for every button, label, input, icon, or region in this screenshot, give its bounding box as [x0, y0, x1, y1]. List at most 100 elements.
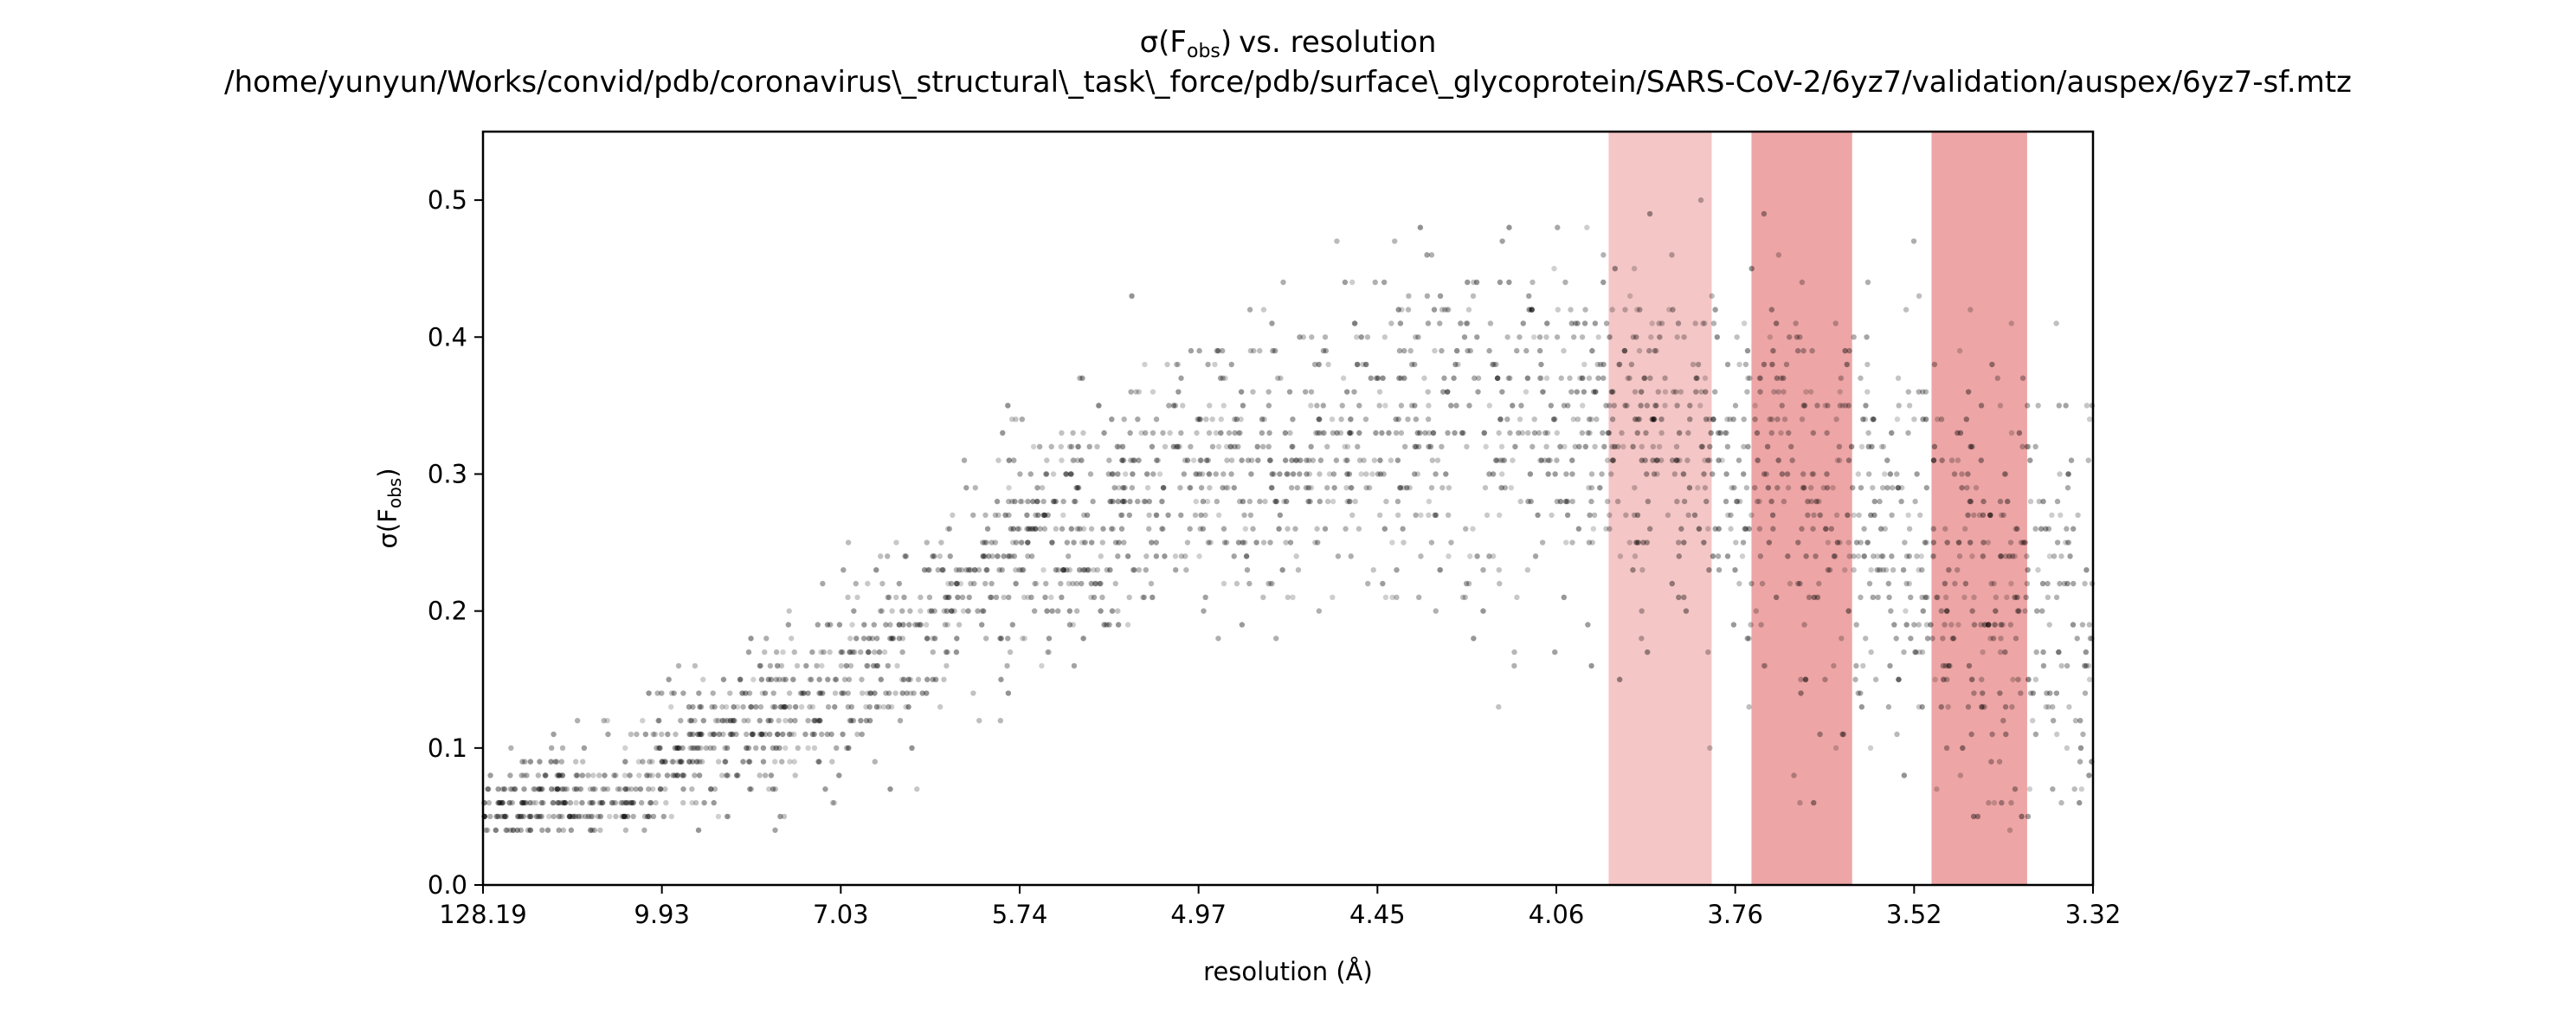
data-point [775, 731, 781, 738]
data-point [2045, 526, 2052, 532]
data-point [700, 676, 706, 682]
data-point [722, 759, 728, 765]
data-point [727, 717, 734, 724]
data-point [1935, 594, 1941, 601]
data-point [532, 786, 538, 792]
data-point [521, 799, 527, 806]
data-point [905, 676, 911, 682]
data-point [1631, 265, 1638, 272]
data-point [1270, 347, 1276, 354]
data-point [1433, 471, 1439, 477]
data-point [1497, 416, 1504, 423]
data-point [774, 662, 781, 669]
data-point [940, 566, 946, 573]
data-point [722, 759, 729, 765]
data-point [2001, 471, 2008, 477]
data-point [1858, 443, 1865, 450]
data-point [1059, 429, 1065, 436]
data-point [1794, 580, 1801, 587]
data-point [1980, 690, 1986, 696]
data-point [678, 717, 684, 724]
data-point [1239, 457, 1245, 463]
data-point [2033, 649, 2039, 656]
data-point [509, 786, 515, 792]
data-point [1693, 375, 1699, 381]
data-point [1460, 429, 1466, 436]
data-point [1445, 429, 1451, 436]
data-point [1766, 539, 1773, 546]
data-point [557, 772, 564, 778]
data-point [2002, 649, 2008, 656]
data-point [556, 827, 562, 833]
data-point [1837, 539, 1843, 546]
data-point [1214, 347, 1220, 354]
data-point [1641, 375, 1648, 381]
data-point [1702, 375, 1709, 381]
data-point [1000, 429, 1006, 436]
data-point [621, 799, 627, 806]
data-point [1569, 471, 1575, 477]
data-point [1118, 526, 1125, 532]
data-point [780, 731, 786, 738]
data-point [1783, 361, 1790, 368]
data-point [1381, 526, 1388, 532]
data-point [750, 731, 757, 738]
data-point [1144, 485, 1151, 491]
data-point [1912, 498, 1918, 505]
data-point [1638, 389, 1645, 395]
data-point [1322, 526, 1329, 532]
data-point [963, 566, 969, 573]
data-point [566, 813, 573, 820]
data-point [1153, 512, 1160, 519]
data-point [915, 676, 922, 682]
data-point [960, 608, 967, 614]
data-point [537, 786, 544, 792]
data-point [1591, 512, 1598, 519]
data-point [953, 566, 960, 573]
data-point [1289, 457, 1295, 463]
data-point [876, 649, 883, 656]
data-point [1413, 416, 1420, 423]
data-point [1805, 512, 1811, 519]
data-point [1955, 622, 1961, 628]
data-point [674, 745, 680, 752]
data-point [628, 799, 635, 806]
data-point [1025, 526, 1032, 532]
data-point [554, 772, 560, 778]
data-point [1930, 539, 1937, 546]
highlight-band-1 [1608, 132, 1712, 885]
data-point [832, 690, 839, 696]
data-point [966, 566, 972, 573]
data-point [1644, 539, 1650, 546]
data-point [1426, 403, 1432, 409]
data-point [1283, 539, 1289, 546]
data-point [1159, 498, 1165, 505]
data-point [1330, 498, 1336, 505]
data-point [1588, 498, 1594, 505]
data-point [787, 717, 794, 724]
data-point [850, 649, 856, 656]
data-point [1002, 512, 1008, 519]
data-point [1326, 471, 1333, 477]
data-point [1464, 443, 1470, 450]
data-point [1053, 526, 1059, 532]
data-point [1956, 539, 1962, 546]
data-point [708, 786, 714, 792]
data-point [1154, 457, 1160, 463]
data-point [1282, 457, 1289, 463]
data-point [863, 717, 870, 724]
data-point [1371, 457, 1378, 463]
highlight-band-3 [1931, 132, 2027, 885]
data-point [1723, 498, 1729, 505]
data-point [1938, 416, 1945, 423]
data-point [1906, 526, 1913, 532]
data-point [1715, 429, 1722, 436]
data-point [1394, 566, 1400, 573]
data-point [647, 772, 653, 778]
data-point [1759, 580, 1766, 587]
data-point [568, 827, 575, 833]
data-point [533, 813, 540, 820]
data-point [1875, 594, 1881, 601]
data-point [1063, 471, 1069, 477]
